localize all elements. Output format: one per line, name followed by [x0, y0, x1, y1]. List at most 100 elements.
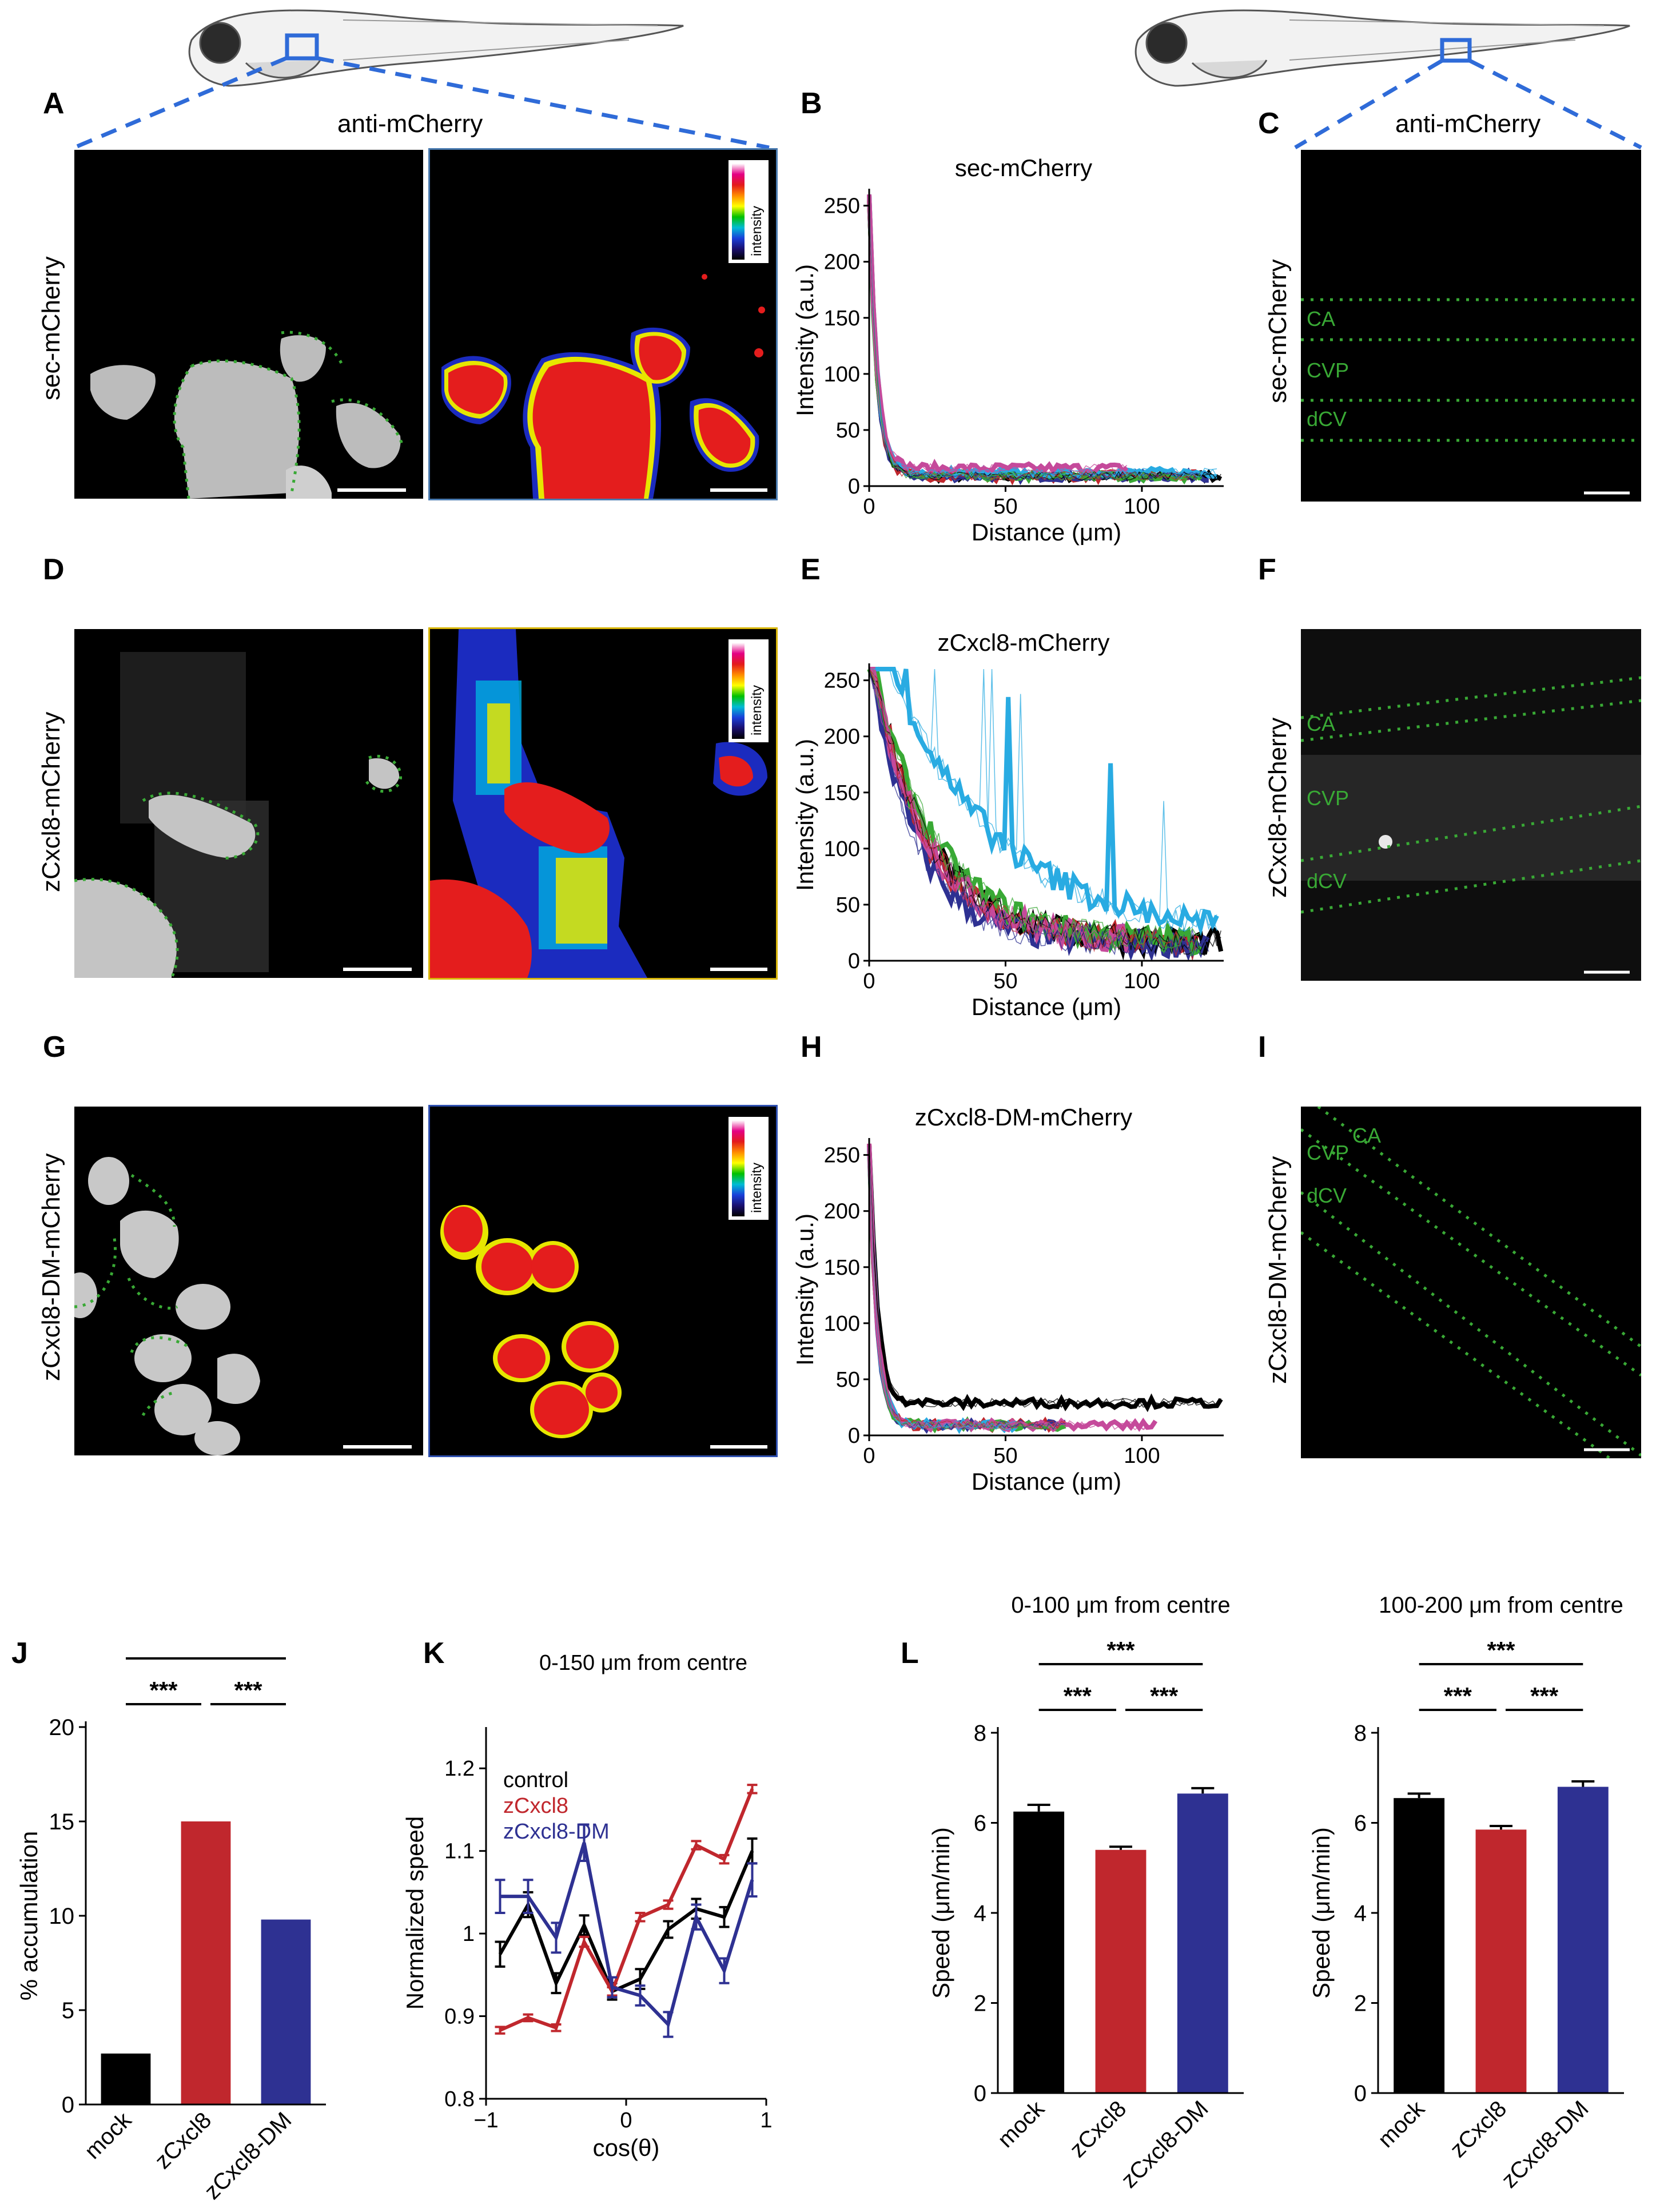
trace-line — [869, 1143, 1066, 1430]
y-tick-label: 150 — [824, 307, 860, 331]
panel-letter-f: F — [1258, 553, 1276, 586]
y-tick-label: 2 — [974, 1991, 986, 2016]
trace-line — [867, 194, 1209, 486]
colorbar-label: intensity — [749, 1162, 765, 1213]
y-axis-label: % accumulation — [15, 1831, 42, 2000]
x-tick-label: 0 — [863, 1444, 875, 1468]
y-tick-label: 0 — [974, 2081, 986, 2106]
y-tick-label: 6 — [1354, 1811, 1367, 1836]
bar-zcxcl8-dm — [1177, 1793, 1228, 2093]
x-tick-label: 0 — [620, 2108, 632, 2133]
y-axis-label: Intensity (a.u.) — [791, 264, 818, 416]
trace-line — [869, 669, 1128, 950]
trace-line — [867, 1143, 1223, 1413]
y-tick-label: 0.8 — [444, 2087, 475, 2111]
title-anti-mcherry-a: anti-mCherry — [337, 110, 483, 138]
x-tick-label: 50 — [993, 495, 1017, 519]
y-tick-label: 8 — [974, 1721, 986, 1746]
x-category-label: zCxcl8-DM — [200, 2107, 296, 2204]
micrograph-sec-mcherry-gray — [74, 150, 423, 499]
micrograph-zcxcl8-dm-mcherry-heatmap: intensity — [428, 1105, 778, 1457]
y-tick-label: 5 — [62, 1998, 74, 2023]
row-label-zcxcl8-dm-mcherry: zCxcl8-DM-mCherry — [37, 1153, 65, 1381]
y-tick-label: 0.9 — [444, 2005, 475, 2029]
x-tick-label: 100 — [1124, 969, 1160, 993]
y-tick-label: 1 — [463, 1922, 475, 1946]
colorbar-box: intensity — [729, 1117, 769, 1220]
trace-line — [869, 194, 1217, 478]
trace-line — [869, 1143, 1066, 1430]
y-tick-label: 15 — [49, 1809, 75, 1835]
series-line-zcxcl8 — [499, 1788, 754, 2032]
vessel-label-dcv: dCV — [1307, 407, 1347, 431]
fish-left-roi — [285, 33, 319, 61]
trace-line — [867, 1149, 1066, 1434]
trace-line — [869, 194, 1201, 482]
y-tick-label: 0 — [848, 1424, 860, 1448]
y-tick-label: 150 — [824, 781, 860, 805]
x-tick-label: 50 — [993, 969, 1017, 993]
y-tick-label: 0 — [62, 2092, 74, 2118]
trace-line — [869, 196, 1197, 481]
vessel-label-dcv: dCV — [1307, 869, 1347, 893]
trace-line — [867, 199, 1197, 486]
y-axis-label: Normalized speed — [401, 1816, 428, 2010]
chart-title: 100-200 μm from centre — [1379, 1593, 1623, 1618]
chart-intensity-zcxcl8-mcherry: zCxcl8-mCherry 0 50 100 0 50 100 150 200 250 Dista… — [791, 629, 1224, 1020]
chart-normalized-speed: 0-150 μm from centre −1 0 1 0.8 0.9 1 1.1 1.2 cos… — [401, 1651, 773, 2161]
trace-line — [869, 196, 1221, 482]
trace-line — [869, 669, 1197, 957]
row-label-zcxcl8-mcherry: zCxcl8-mCherry — [37, 711, 65, 892]
vessel-label-cvp: CVP — [1307, 359, 1350, 382]
significance-label: *** — [1064, 1682, 1092, 1709]
legend-entry-control: control — [503, 1768, 568, 1792]
y-tick-label: 100 — [824, 837, 860, 861]
y-tick-label: 0 — [1354, 2081, 1367, 2106]
y-tick-label: 200 — [824, 725, 860, 749]
x-category-label: zCxcl8-DM — [1116, 2096, 1213, 2193]
x-axis-label: Distance (μm) — [972, 519, 1121, 546]
significance-label: *** — [1444, 1682, 1472, 1709]
series-line-zcxcl8-dm — [500, 1842, 754, 2028]
zoom-connectors — [73, 56, 1642, 150]
trace-line — [869, 1149, 1066, 1431]
trace-line — [869, 1145, 1156, 1431]
trace-line — [869, 1149, 1066, 1430]
panel-letter-i: I — [1258, 1031, 1267, 1064]
y-tick-label: 200 — [824, 1200, 860, 1224]
trace-line — [867, 1145, 1066, 1434]
x-category-label: zCxcl8 — [1065, 2096, 1131, 2162]
vessel-image-c: CA CVP dCV — [1301, 150, 1641, 502]
trace-line — [869, 669, 1197, 953]
y-axis-label: Intensity (a.u.) — [791, 739, 818, 891]
trace-line — [869, 1143, 1156, 1431]
x-category-label: zCxcl8 — [150, 2107, 216, 2174]
vessel-label-ca: CA — [1307, 307, 1336, 331]
colorbar-gradient — [732, 1120, 745, 1216]
trace-line — [869, 194, 1128, 474]
chart-title: zCxcl8-mCherry — [937, 629, 1109, 656]
panel-letter-d: D — [43, 553, 65, 586]
micrograph-zcxcl8-mcherry-gray — [74, 629, 423, 978]
trace-line — [869, 194, 1197, 482]
trace-line — [869, 196, 1221, 481]
vessel-label-cvp: CVP — [1307, 786, 1350, 810]
legend-entry-zcxcl8: zCxcl8 — [503, 1794, 568, 1818]
fish-right-roi — [1440, 38, 1472, 63]
panel-letter-b: B — [801, 87, 822, 120]
y-tick-label: 250 — [824, 1144, 860, 1168]
panel-letter-h: H — [801, 1031, 822, 1064]
trace-line — [869, 669, 1217, 932]
colorbar-label: intensity — [749, 685, 765, 735]
trace-line — [869, 1145, 1066, 1430]
trace-line — [867, 194, 1217, 482]
bar-mock — [101, 2053, 151, 2104]
significance-label: *** — [1106, 1637, 1135, 1664]
colorbar-label: intensity — [749, 205, 765, 256]
y-tick-label: 0 — [848, 949, 860, 973]
significance-label: *** — [192, 1647, 220, 1658]
y-tick-label: 250 — [824, 194, 860, 218]
trace-line — [869, 197, 1209, 482]
colorbar-gradient — [732, 164, 745, 260]
vessel-label-ca: CA — [1307, 712, 1336, 735]
